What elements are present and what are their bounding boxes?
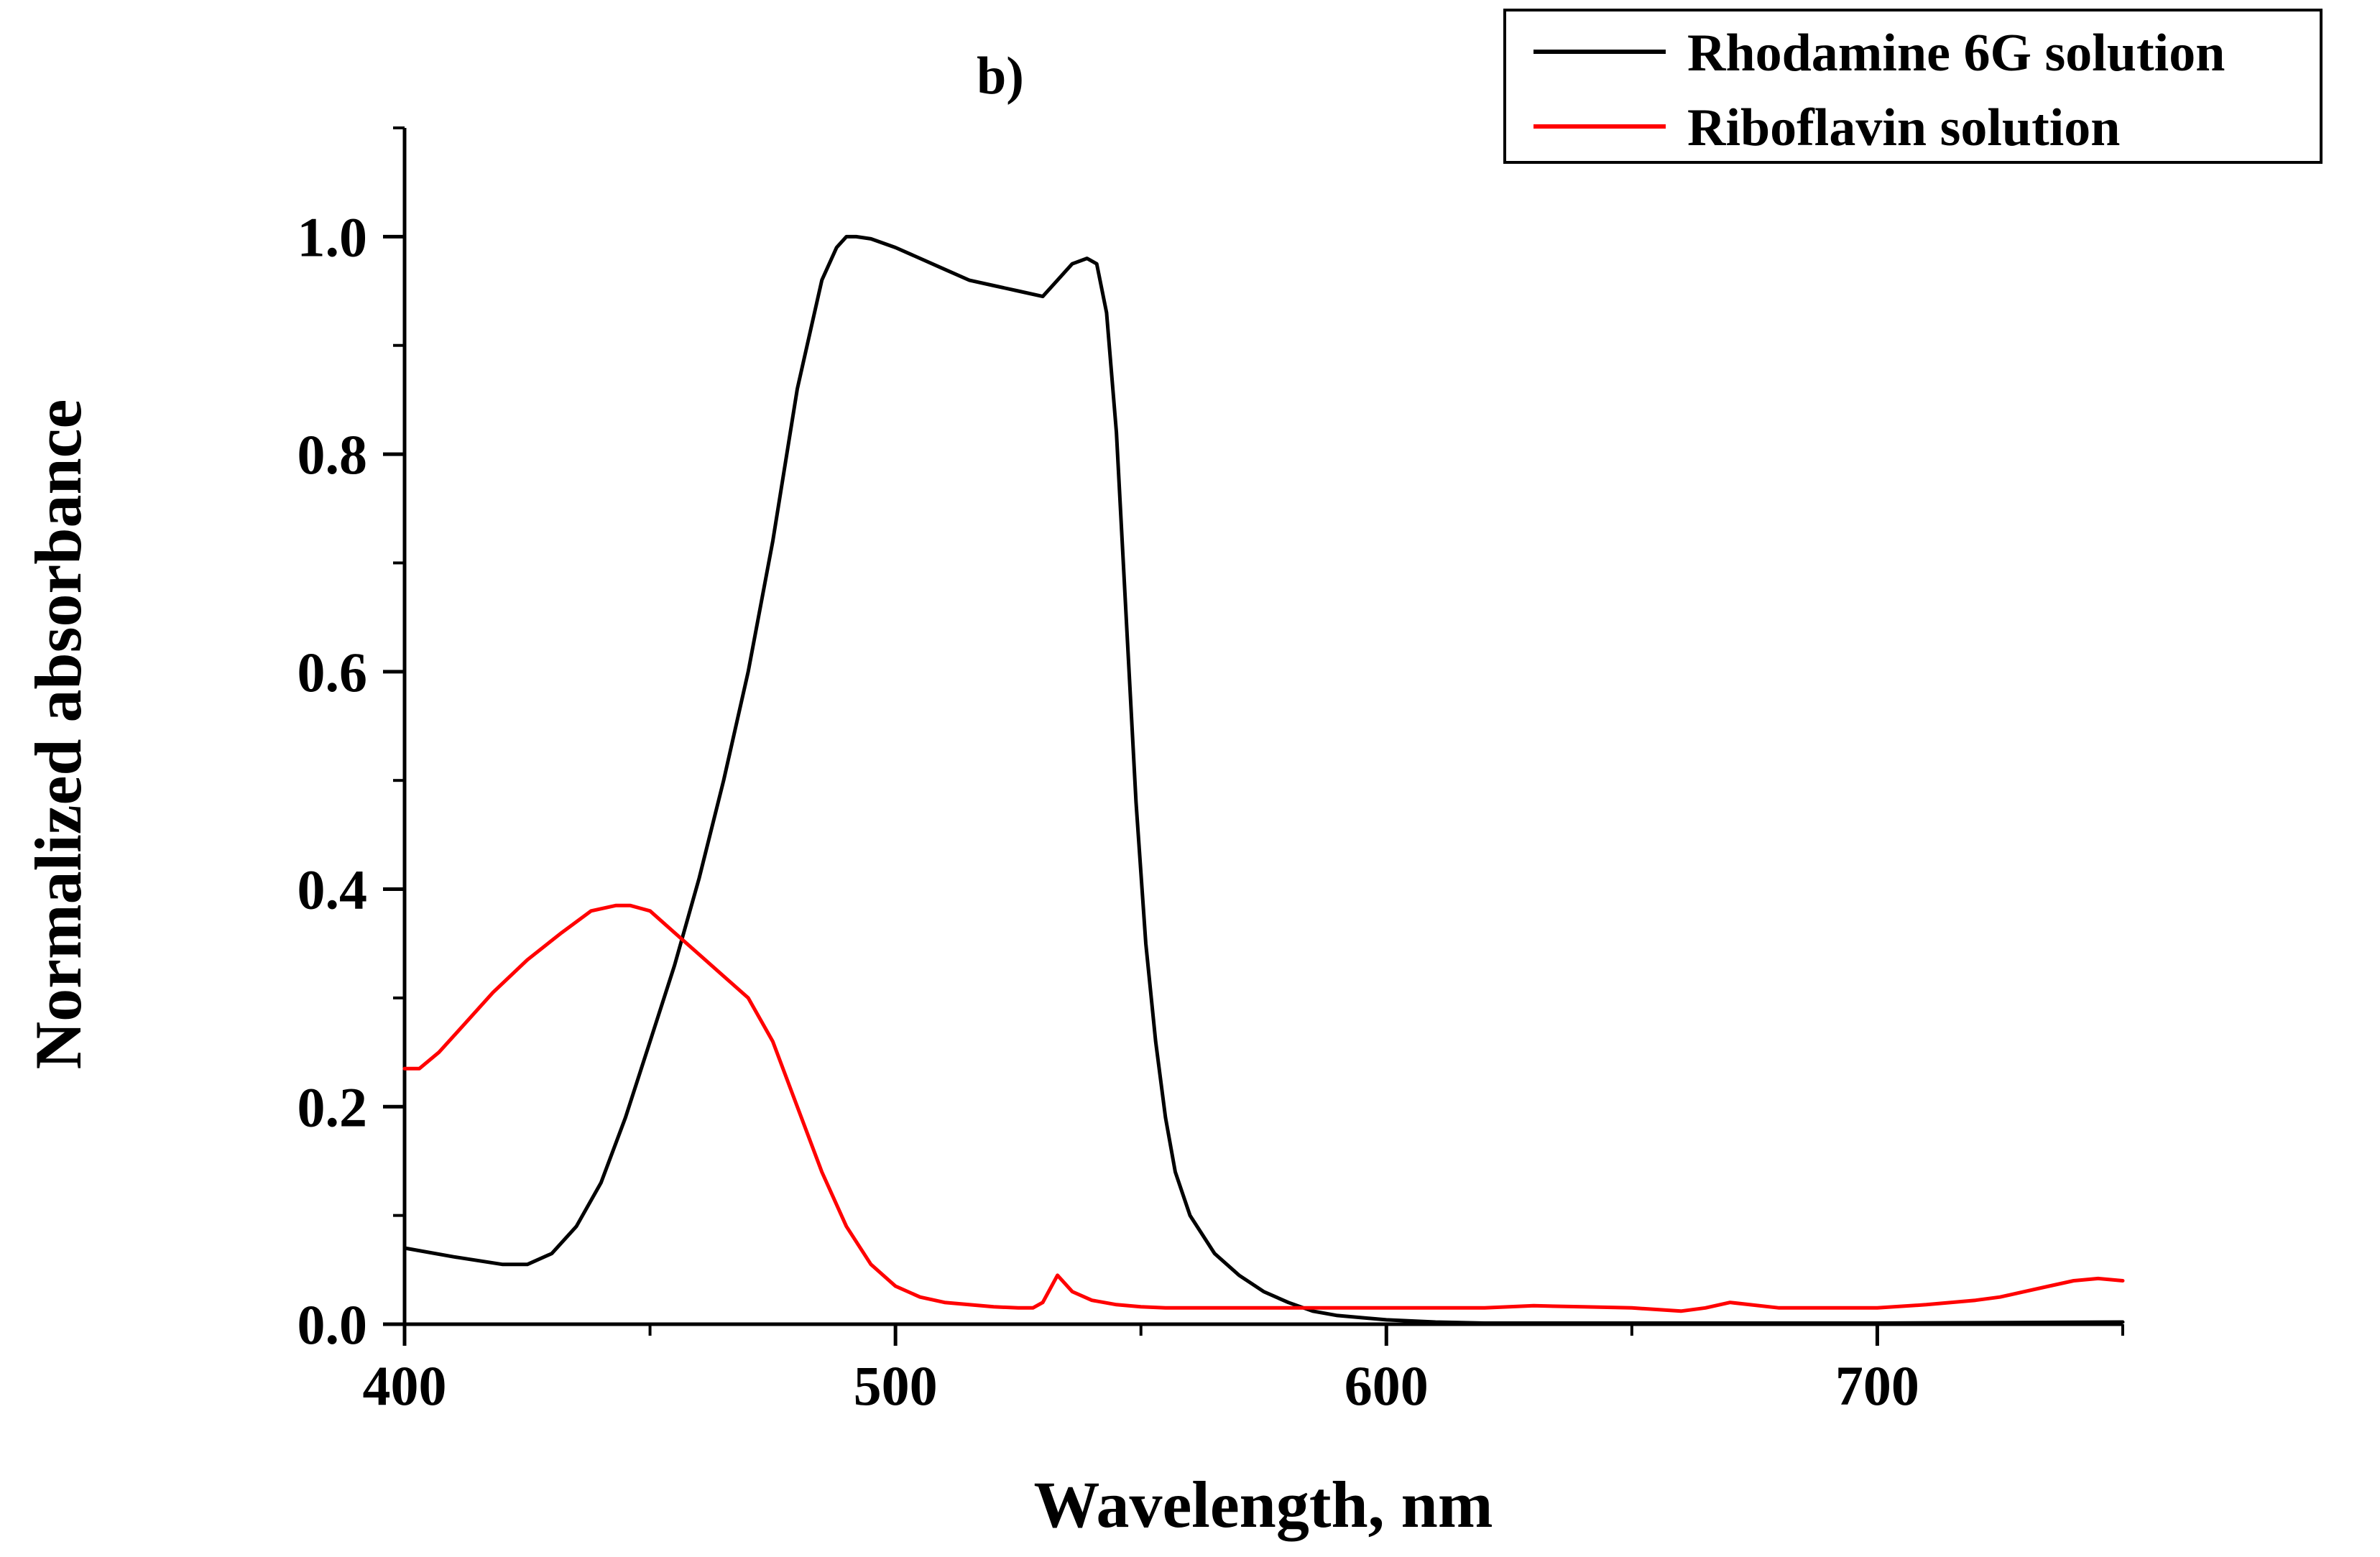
x-tick-label: 600 <box>1344 1354 1429 1417</box>
axis-ticks <box>383 126 2124 1346</box>
y-tick-label: 1.0 <box>298 205 368 268</box>
x-tick-label: 500 <box>854 1354 938 1417</box>
x-axis-title: Wavelength, nm <box>1034 1468 1493 1541</box>
panel-title: b) <box>977 47 1024 106</box>
y-tick-label: 0.0 <box>298 1293 368 1356</box>
legend: Rhodamine 6G solution Riboflavin solutio… <box>1503 9 2323 164</box>
y-tick-label: 0.6 <box>298 641 368 703</box>
legend-label-rhodamine: Rhodamine 6G solution <box>1687 24 2225 83</box>
y-tick-label: 0.2 <box>298 1076 368 1138</box>
series-line-rhodamine-6g <box>402 234 2125 1325</box>
legend-box <box>1503 9 2323 164</box>
tick-labels: 400 500 600 700 0.0 0.2 0.4 0.6 0.8 1.0 <box>298 205 1919 1417</box>
series-line-riboflavin <box>402 903 2125 1313</box>
legend-label-riboflavin: Riboflavin solution <box>1687 98 2120 157</box>
series-layer <box>402 234 2125 1325</box>
y-axis-title: Normalized absorbance <box>22 399 95 1070</box>
x-tick-label: 400 <box>363 1354 447 1417</box>
x-tick-label: 700 <box>1835 1354 1919 1417</box>
y-tick-label: 0.8 <box>298 423 368 486</box>
y-tick-label: 0.4 <box>298 859 368 921</box>
